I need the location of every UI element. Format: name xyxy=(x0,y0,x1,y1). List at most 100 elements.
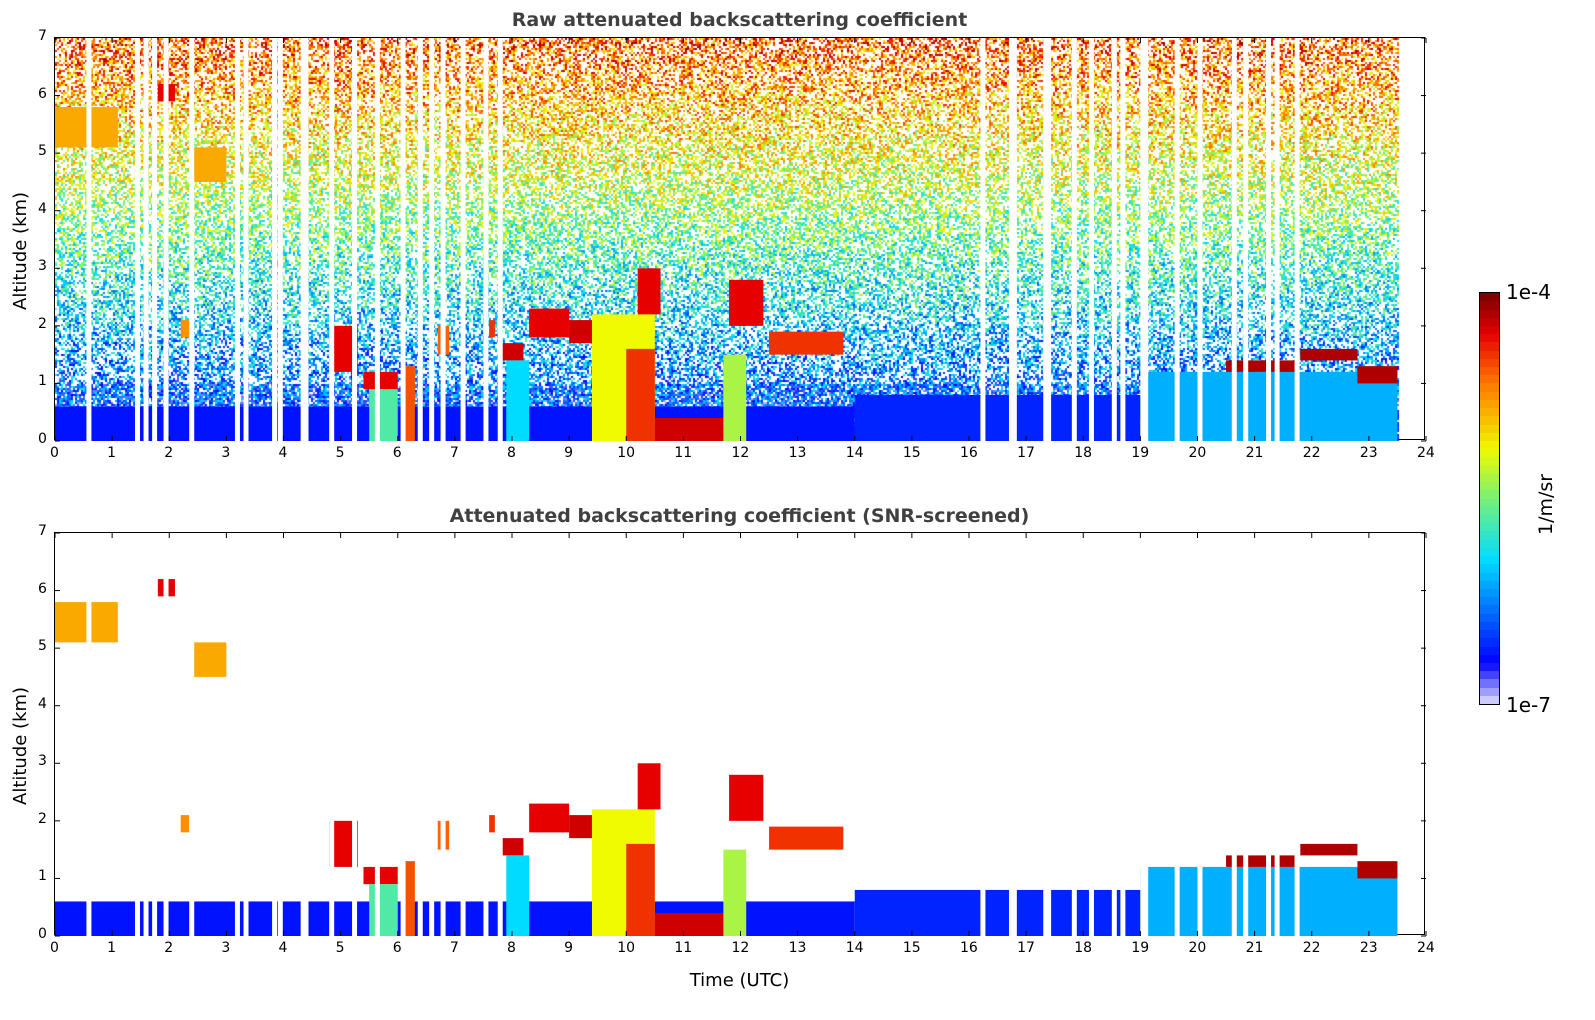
colorbar-segment xyxy=(1480,671,1499,680)
y-tick-label: 4 xyxy=(38,200,47,217)
colorbar-min-label: 1e-7 xyxy=(1506,693,1551,717)
colorbar-segment xyxy=(1480,473,1499,483)
missing-profile-gap xyxy=(1011,533,1017,936)
missing-profile-gap xyxy=(1174,38,1180,441)
missing-profile-gap xyxy=(440,38,446,441)
backscatter-feature xyxy=(180,815,190,833)
missing-profile-gap xyxy=(277,533,283,936)
backscatter-feature xyxy=(363,371,398,390)
missing-profile-gap xyxy=(483,533,489,936)
colorbar-segment xyxy=(1480,621,1499,631)
colorbar-segment xyxy=(1480,465,1499,474)
missing-profile-gap xyxy=(1008,38,1014,441)
x-tick-label: 19 xyxy=(1131,940,1150,956)
missing-profile-gap xyxy=(1197,38,1203,441)
colorbar-segment xyxy=(1480,482,1499,491)
colorbar-segment xyxy=(1480,325,1499,335)
missing-profile-gap xyxy=(1071,38,1077,441)
colorbar-segment xyxy=(1480,334,1499,343)
missing-profile-gap xyxy=(1111,533,1117,936)
x-tick-label: 23 xyxy=(1359,445,1378,461)
backscatter-feature xyxy=(626,348,655,441)
backscatter-feature xyxy=(180,320,190,338)
colorbar-segment xyxy=(1480,580,1499,589)
backscatter-feature xyxy=(489,320,495,338)
backscatter-feature xyxy=(55,107,118,148)
missing-profile-gap xyxy=(1011,38,1017,441)
colorbar-segment xyxy=(1480,679,1499,688)
x-tick-label: 0 xyxy=(50,445,59,461)
colorbar-segment xyxy=(1480,309,1499,318)
missing-profile-gap xyxy=(163,533,169,936)
heatmap-marks xyxy=(54,37,1427,442)
x-tick-label: 10 xyxy=(617,940,636,956)
backscatter-feature xyxy=(569,320,592,344)
missing-profile-gap xyxy=(1266,38,1272,441)
colorbar-segment xyxy=(1480,556,1499,565)
x-tick-label: 23 xyxy=(1359,940,1378,956)
x-tick-label: 12 xyxy=(731,445,750,461)
colorbar-segment xyxy=(1480,301,1499,310)
y-tick-label: 1 xyxy=(38,373,47,390)
colorbar-segment xyxy=(1480,547,1499,557)
x-tick-label: 21 xyxy=(1245,940,1264,956)
missing-profile-gap xyxy=(1120,38,1126,441)
colorbar-segment xyxy=(1480,350,1499,359)
x-tick-label: 6 xyxy=(392,940,402,956)
backscatter-feature xyxy=(654,417,724,441)
x-tick-label: 16 xyxy=(960,940,978,956)
missing-profile-gap xyxy=(1071,533,1077,936)
colorbar-segment xyxy=(1480,317,1499,326)
screened-backscatter-heatmap xyxy=(54,532,1427,937)
y-tick-label: 3 xyxy=(38,753,47,770)
colorbar-segment xyxy=(1480,490,1499,499)
colorbar-segment xyxy=(1480,695,1499,705)
missing-profile-gap xyxy=(243,533,249,936)
colorbar-segment xyxy=(1480,646,1499,655)
colorbar-segment xyxy=(1480,514,1499,524)
missing-profile-gap xyxy=(272,38,278,441)
backscatter-feature xyxy=(529,803,570,833)
colorbar-segment xyxy=(1480,654,1499,663)
colorbar-segment xyxy=(1480,506,1499,516)
missing-profile-gap xyxy=(1111,38,1117,441)
missing-profile-gap xyxy=(1043,38,1049,441)
missing-profile-gap xyxy=(352,38,358,441)
colorbar-unit-label: 1/m/sr xyxy=(1535,473,1557,535)
x-tick-label: 0 xyxy=(50,940,59,956)
missing-profile-gap xyxy=(329,533,335,936)
missing-profile-gap xyxy=(497,38,503,441)
missing-profile-gap xyxy=(143,533,149,936)
missing-profile-gap xyxy=(980,533,986,936)
backscatter-feature xyxy=(55,602,118,643)
missing-profile-gap xyxy=(1231,38,1237,441)
top-y-axis-label: Altitude (km) xyxy=(10,191,31,310)
colorbar-segment xyxy=(1480,498,1499,507)
missing-profile-gap xyxy=(417,533,423,936)
missing-profile-gap xyxy=(1046,533,1052,936)
colorbar-segment xyxy=(1480,391,1499,400)
x-tick-label: 20 xyxy=(1188,940,1207,956)
backscatter-feature xyxy=(769,826,844,850)
backscatter-feature xyxy=(192,147,227,182)
missing-profile-gap xyxy=(234,533,240,936)
colorbar-segment xyxy=(1480,440,1499,450)
backscatter-feature xyxy=(363,866,398,885)
colorbar-segment xyxy=(1480,572,1499,581)
backscatter-feature xyxy=(769,331,844,355)
backscatter-feature xyxy=(1226,360,1295,372)
x-tick-label: 5 xyxy=(335,445,345,461)
x-tick-label: 20 xyxy=(1188,445,1207,461)
x-tick-label: 9 xyxy=(564,445,574,461)
backscatter-feature xyxy=(1357,366,1398,384)
x-tick-label: 17 xyxy=(1017,940,1035,956)
colorbar-segment xyxy=(1480,662,1499,672)
heatmap-marks xyxy=(54,532,1427,937)
missing-profile-gap xyxy=(189,533,195,936)
missing-profile-gap xyxy=(243,38,249,441)
missing-profile-gap xyxy=(374,38,380,441)
backscatter-feature xyxy=(1226,855,1295,867)
colorbar-segment xyxy=(1480,366,1499,376)
missing-profile-gap xyxy=(1266,533,1272,936)
missing-profile-gap xyxy=(400,533,406,936)
